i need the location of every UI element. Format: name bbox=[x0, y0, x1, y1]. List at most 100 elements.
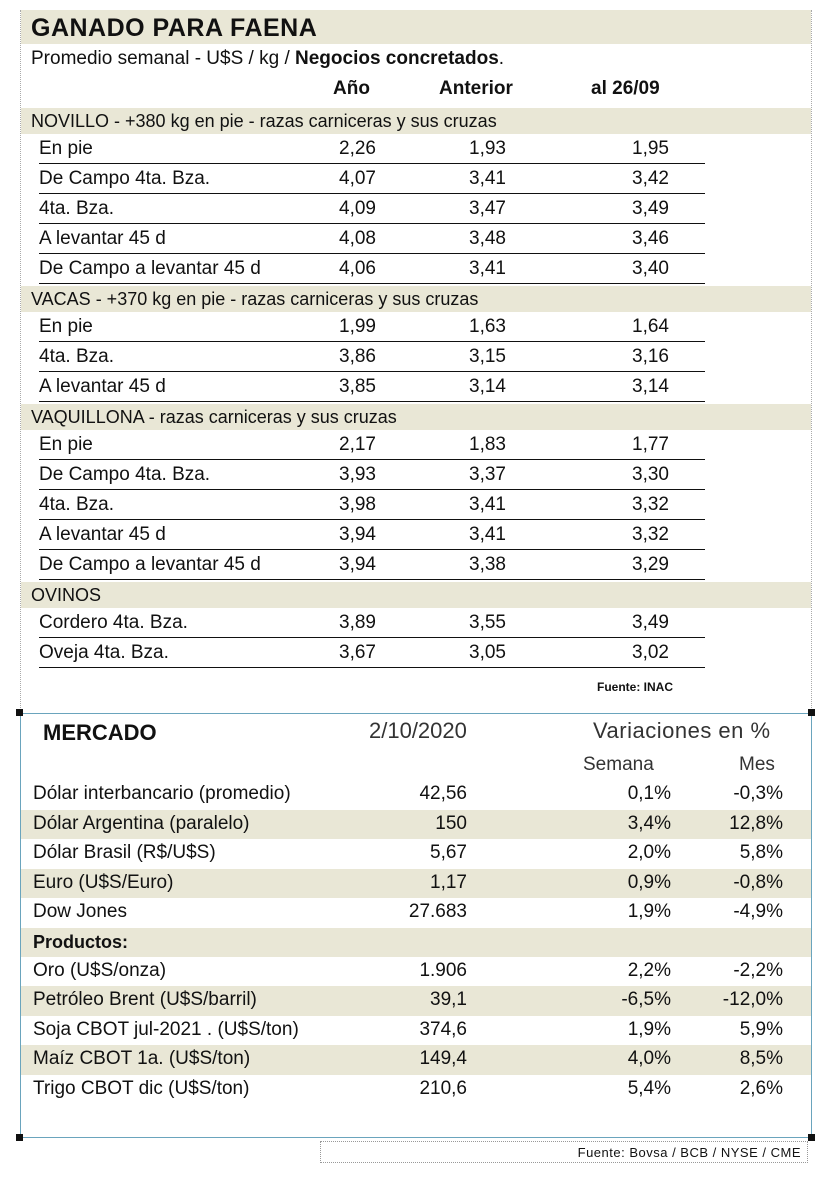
value: 374,6 bbox=[419, 1018, 467, 1040]
week-change: 1,9% bbox=[627, 1018, 671, 1040]
table-row: En pie 1,99 1,63 1,64 bbox=[39, 312, 705, 342]
table-row: Dólar interbancario (promedio) 42,56 0,1% -… bbox=[21, 780, 811, 810]
resize-handle-bottom-right[interactable] bbox=[808, 1134, 815, 1141]
value-date: 3,42 bbox=[632, 168, 669, 189]
row-label: 4ta. Bza. bbox=[39, 346, 114, 367]
value-year: 4,07 bbox=[339, 168, 376, 189]
value-date: 1,64 bbox=[632, 316, 669, 337]
ganado-source: Fuente: INAC bbox=[597, 680, 673, 694]
category-vaquillona: VAQUILLONA - razas carniceras y sus cruz… bbox=[21, 404, 811, 430]
row-label: En pie bbox=[39, 138, 93, 159]
table-row: Cordero 4ta. Bza. 3,89 3,55 3,49 bbox=[39, 608, 705, 638]
value-year: 3,85 bbox=[339, 376, 376, 397]
subtitle-bold: Negocios concretados bbox=[295, 48, 499, 69]
row-label: Cordero 4ta. Bza. bbox=[39, 612, 188, 633]
value: 1,17 bbox=[430, 871, 467, 893]
value: 39,1 bbox=[430, 989, 467, 1010]
value-prev: 3,41 bbox=[469, 168, 506, 189]
month-change: 5,9% bbox=[739, 1018, 783, 1040]
value: 210,6 bbox=[419, 1077, 467, 1099]
table-row: Maíz CBOT 1a. (U$S/ton) 149,4 4,0% 8,5% bbox=[21, 1045, 811, 1075]
value-date: 3,14 bbox=[632, 376, 669, 397]
table-row: De Campo a levantar 45 d 3,94 3,38 3,29 bbox=[39, 550, 705, 580]
subtitle-end: . bbox=[498, 48, 505, 69]
month-change: -12,0% bbox=[722, 989, 783, 1010]
row-label: Dólar interbancario (promedio) bbox=[33, 783, 291, 804]
value-date: 3,16 bbox=[632, 346, 669, 367]
value-date: 3,32 bbox=[632, 494, 669, 515]
row-label: Petróleo Brent (U$S/barril) bbox=[33, 989, 257, 1010]
row-label: Oveja 4ta. Bza. bbox=[39, 642, 169, 663]
value-prev: 3,14 bbox=[469, 376, 506, 397]
resize-handle-top-left[interactable] bbox=[16, 709, 23, 716]
month-change: 2,6% bbox=[739, 1077, 783, 1099]
value-date: 3,49 bbox=[632, 198, 669, 219]
week-change: 2,0% bbox=[627, 842, 671, 863]
row-label: De Campo a levantar 45 d bbox=[39, 554, 261, 575]
week-change: 0,1% bbox=[627, 783, 671, 804]
category-vacas: VACAS - +370 kg en pie - razas carnicera… bbox=[21, 286, 811, 312]
row-label: A levantar 45 d bbox=[39, 376, 166, 397]
row-label: Dow Jones bbox=[33, 901, 127, 922]
mercado-header: MERCADO 2/10/2020 Variaciones en % bbox=[21, 714, 811, 752]
value-prev: 3,41 bbox=[469, 258, 506, 279]
resize-handle-bottom-left[interactable] bbox=[16, 1134, 23, 1141]
col-prev: Anterior bbox=[439, 78, 513, 99]
products-label: Productos: bbox=[21, 927, 811, 957]
value-prev: 3,37 bbox=[469, 464, 506, 485]
table-row: Dólar Brasil (R$/U$S) 5,67 2,0% 5,8% bbox=[21, 839, 811, 869]
table-row: De Campo a levantar 45 d 4,06 3,41 3,40 bbox=[39, 254, 705, 284]
row-label: En pie bbox=[39, 316, 93, 337]
table-row: 4ta. Bza. 3,86 3,15 3,16 bbox=[39, 342, 705, 372]
value-date: 1,95 bbox=[632, 138, 669, 159]
value: 150 bbox=[435, 812, 467, 834]
week-change: 0,9% bbox=[627, 871, 671, 893]
table-row: En pie 2,17 1,83 1,77 bbox=[39, 430, 705, 460]
value-prev: 3,41 bbox=[469, 524, 506, 545]
row-label: A levantar 45 d bbox=[39, 524, 166, 545]
table-row: De Campo 4ta. Bza. 4,07 3,41 3,42 bbox=[39, 164, 705, 194]
ganado-subtitle: Promedio semanal - U$S / kg / Negocios c… bbox=[21, 44, 811, 74]
table-row: 4ta. Bza. 3,98 3,41 3,32 bbox=[39, 490, 705, 520]
row-label: Oro (U$S/onza) bbox=[33, 959, 167, 981]
mercado-col-headers: Semana Mes bbox=[21, 752, 811, 780]
value: 149,4 bbox=[419, 1048, 467, 1069]
table-row: Trigo CBOT dic (U$S/ton) 210,6 5,4% 2,6% bbox=[21, 1075, 811, 1105]
week-change: 3,4% bbox=[627, 812, 671, 834]
value-year: 3,93 bbox=[339, 464, 376, 485]
table-row: A levantar 45 d 3,94 3,41 3,32 bbox=[39, 520, 705, 550]
value-prev: 3,48 bbox=[469, 228, 506, 249]
week-change: 1,9% bbox=[627, 901, 671, 922]
resize-handle-top-right[interactable] bbox=[808, 709, 815, 716]
row-label: De Campo a levantar 45 d bbox=[39, 258, 261, 279]
mercado-variations: Variaciones en % bbox=[593, 718, 771, 743]
col-week: Semana bbox=[583, 754, 654, 775]
row-label: Trigo CBOT dic (U$S/ton) bbox=[33, 1077, 250, 1099]
table-row: Dow Jones 27.683 1,9% -4,9% bbox=[21, 898, 811, 928]
mercado-rows: Dólar interbancario (promedio) 42,56 0,1% -… bbox=[21, 780, 811, 928]
category-novillo: NOVILLO - +380 kg en pie - razas carnice… bbox=[21, 108, 811, 134]
week-change: 5,4% bbox=[627, 1077, 671, 1099]
row-label: Soja CBOT jul-2021 . (U$S/ton) bbox=[33, 1018, 299, 1040]
table-row: Soja CBOT jul-2021 . (U$S/ton) 374,6 1,9% 5… bbox=[21, 1016, 811, 1046]
value-date: 3,29 bbox=[632, 554, 669, 575]
value-prev: 3,41 bbox=[469, 494, 506, 515]
col-date: al 26/09 bbox=[591, 78, 660, 99]
value-year: 4,09 bbox=[339, 198, 376, 219]
mercado-table[interactable]: MERCADO 2/10/2020 Variaciones en % Seman… bbox=[20, 713, 812, 1138]
value-prev: 3,47 bbox=[469, 198, 506, 219]
column-headers: Año Anterior al 26/09 bbox=[21, 74, 811, 106]
row-label: De Campo 4ta. Bza. bbox=[39, 168, 211, 189]
value-prev: 1,93 bbox=[469, 138, 506, 159]
week-change: 4,0% bbox=[627, 1048, 671, 1069]
value-year: 3,94 bbox=[339, 554, 376, 575]
month-change: -0,8% bbox=[733, 871, 783, 893]
value-prev: 1,63 bbox=[469, 316, 506, 337]
col-year: Año bbox=[333, 78, 370, 99]
value: 27.683 bbox=[408, 901, 467, 922]
mercado-products: Oro (U$S/onza) 1.906 2,2% -2,2% Petróleo Bre… bbox=[21, 957, 811, 1105]
value-year: 3,67 bbox=[339, 642, 376, 663]
row-label: Euro (U$S/Euro) bbox=[33, 871, 174, 893]
ganado-para-faena-table: GANADO PARA FAENA Promedio semanal - U$S… bbox=[20, 10, 812, 710]
ganado-title: GANADO PARA FAENA bbox=[21, 10, 811, 44]
